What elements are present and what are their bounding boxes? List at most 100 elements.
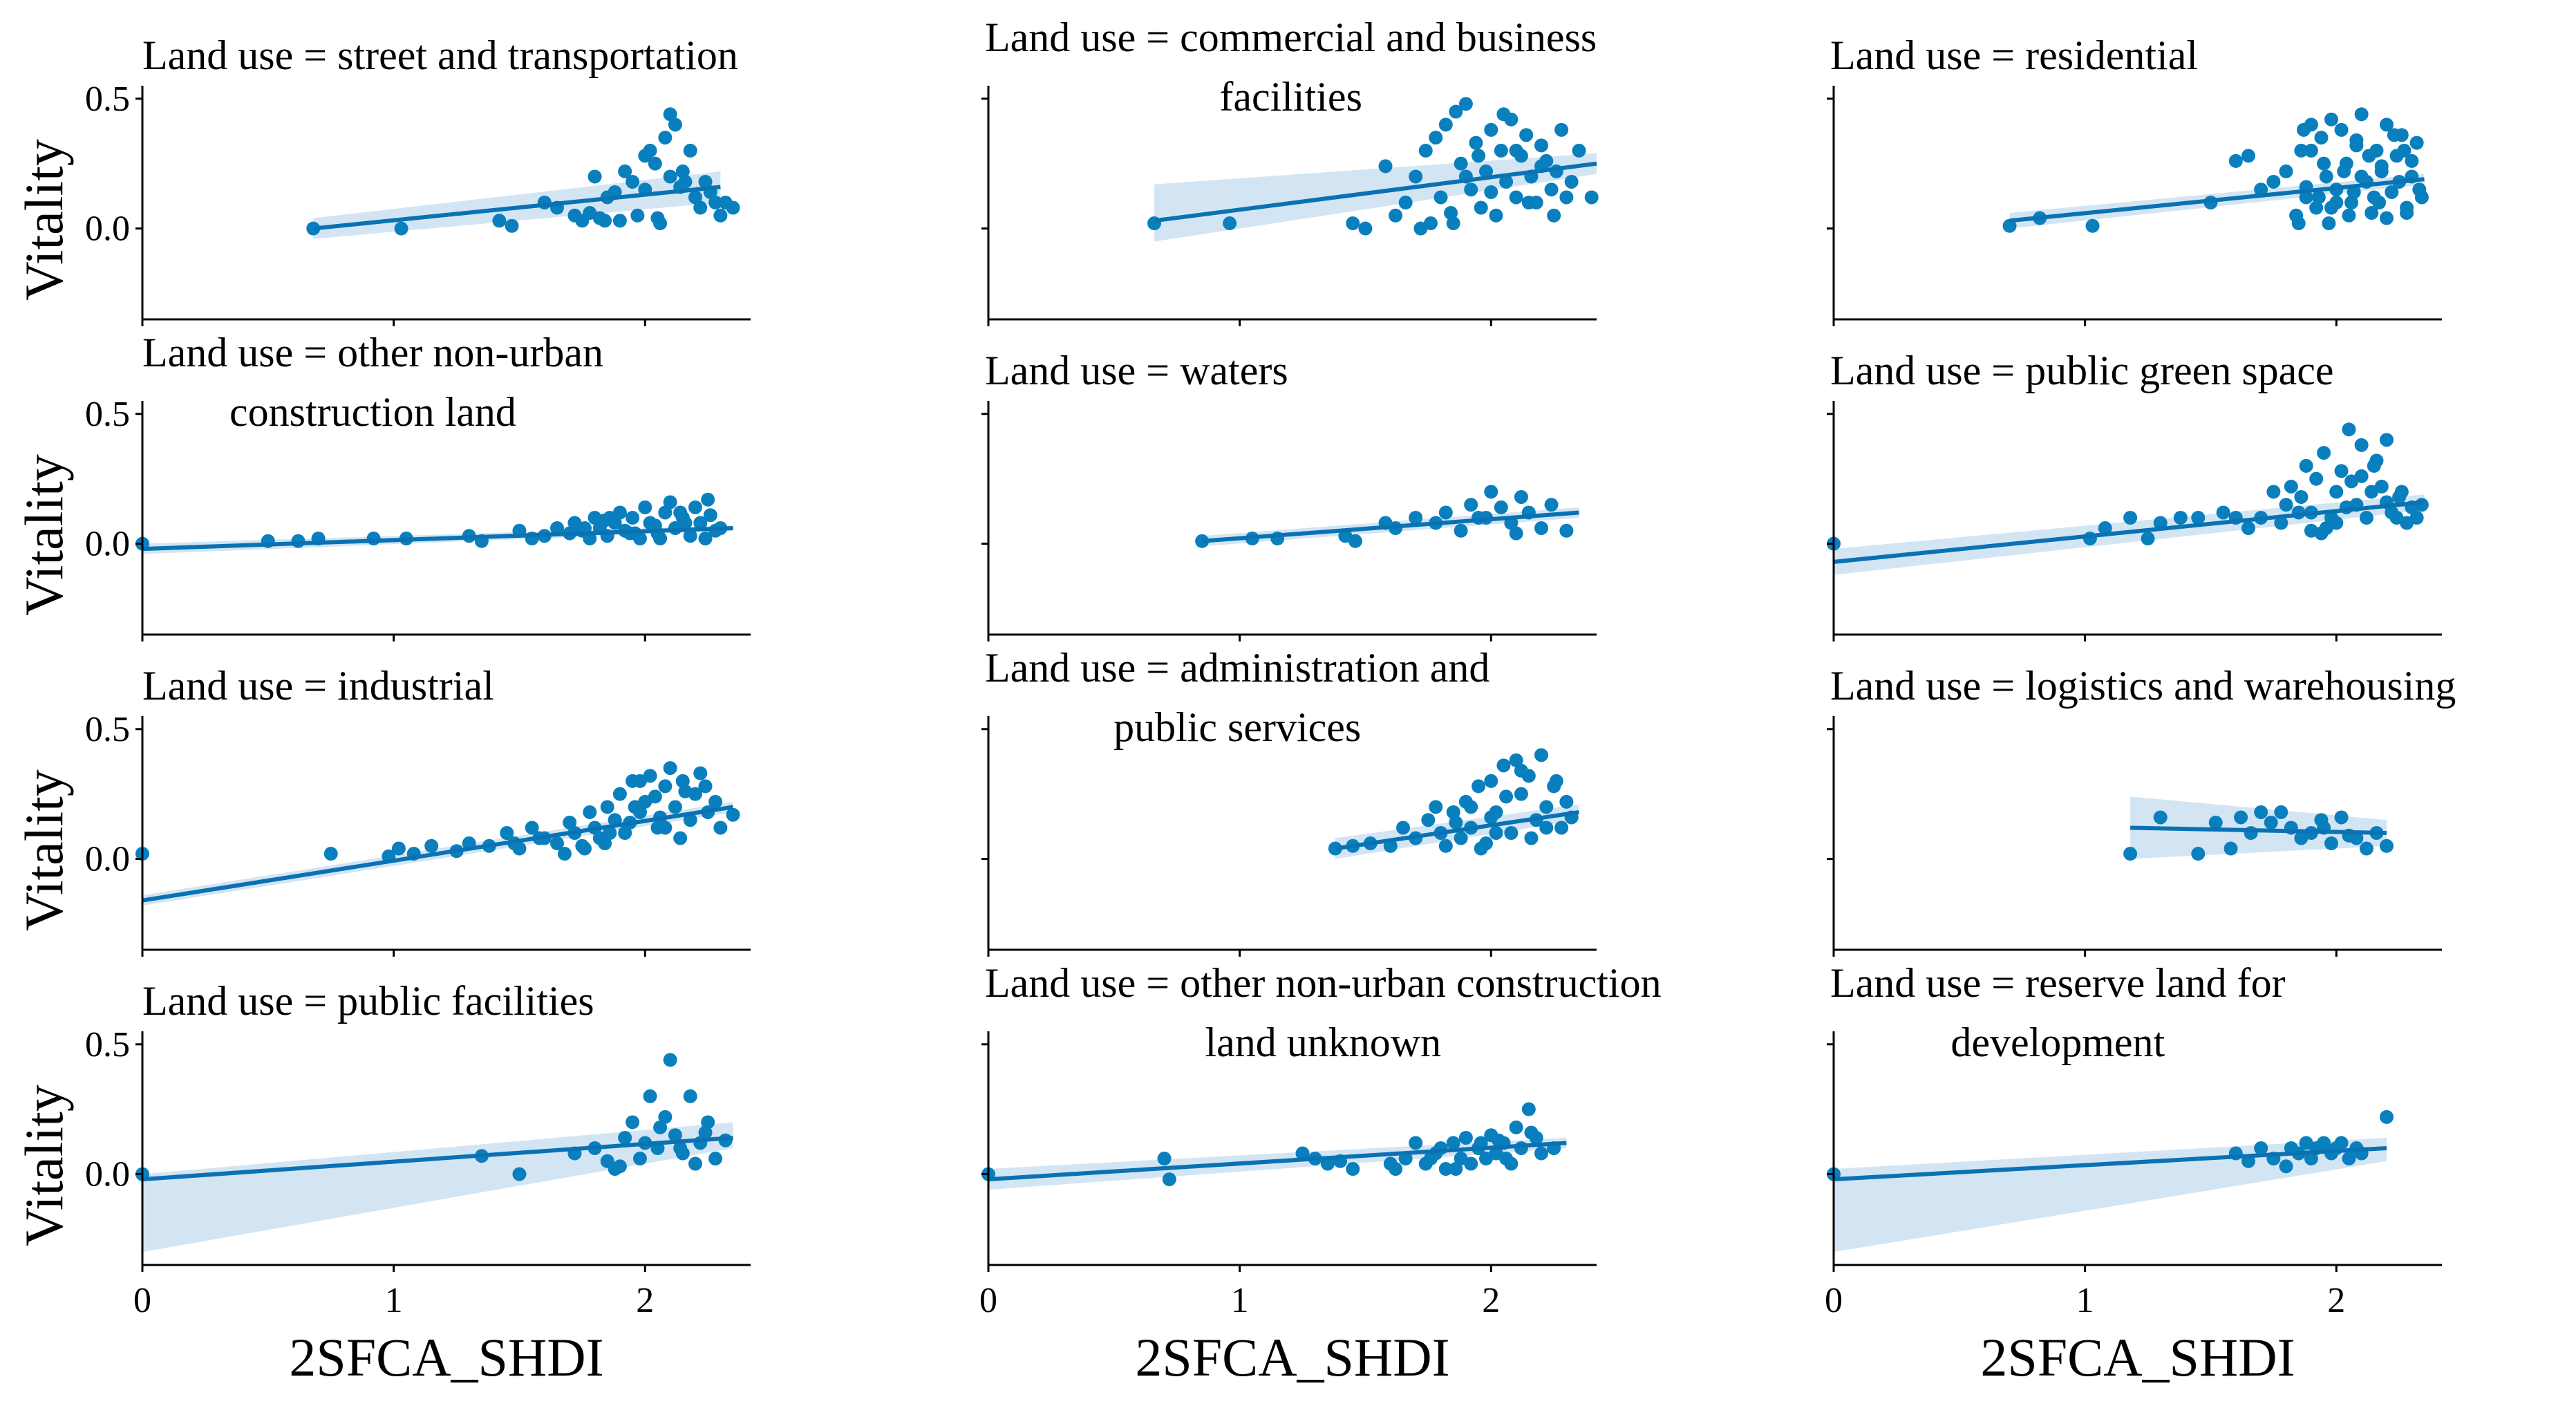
data-point — [1446, 216, 1460, 231]
data-point — [1521, 1102, 1536, 1116]
data-point — [1469, 135, 1483, 150]
regression-line — [142, 526, 733, 552]
data-point — [492, 214, 507, 228]
data-point — [698, 779, 713, 794]
panel-11: 0 1 2 Land use = other non-urban constructi… — [979, 960, 1662, 1320]
data-point — [2241, 521, 2255, 536]
data-point — [658, 779, 673, 794]
data-point — [2362, 149, 2376, 163]
data-point — [1418, 143, 1433, 158]
data-point — [2294, 143, 2309, 158]
data-point — [683, 529, 697, 543]
data-point — [1472, 149, 1486, 163]
data-point — [663, 169, 677, 184]
panel-title: Land use = industrial — [142, 663, 494, 709]
panel-title-line: Land use = reserve land for — [1830, 960, 2286, 1006]
data-point — [1499, 1152, 1514, 1166]
data-point — [2354, 107, 2369, 122]
data-point — [603, 826, 617, 840]
data-point — [583, 805, 597, 819]
data-point — [675, 774, 690, 788]
data-point — [2380, 433, 2394, 447]
data-point — [1162, 1172, 1176, 1187]
y-axis-label-row-3: Vitality — [14, 769, 74, 931]
data-point — [1509, 526, 1523, 541]
data-point — [2397, 143, 2412, 158]
panel-7: 0.5 0.0 Land use = industrial — [85, 663, 751, 957]
data-point — [2191, 847, 2206, 861]
x-tick-label: 2 — [1482, 1281, 1500, 1320]
data-point — [2291, 216, 2306, 231]
data-point — [2344, 196, 2359, 209]
data-point — [2319, 169, 2333, 184]
data-point — [653, 532, 668, 546]
data-point — [1484, 185, 1498, 199]
data-point — [1534, 521, 1548, 536]
figure-labels: 2SFCA_SHDI 2SFCA_SHDI 2SFCA_SHDI Vitalit… — [14, 139, 2295, 1387]
panel-1: 0.5 0.0 Land use = street and transportati… — [85, 32, 751, 326]
data-point — [726, 200, 740, 215]
data-point — [1539, 800, 1554, 814]
data-point — [638, 500, 652, 514]
panel-6: Land use = public green space — [1827, 348, 2442, 641]
regression-line — [1335, 809, 1579, 851]
x-tick-label: 0 — [1825, 1281, 1843, 1320]
data-point — [1472, 779, 1486, 794]
data-point — [1438, 505, 1453, 520]
data-point — [2314, 131, 2329, 145]
data-point — [1484, 774, 1498, 788]
data-point — [1484, 485, 1498, 499]
data-point — [648, 156, 662, 171]
data-point — [2141, 532, 2155, 546]
data-point — [557, 847, 572, 861]
panel-title-line: development — [1950, 1020, 2165, 1065]
data-point — [658, 131, 673, 145]
data-point — [678, 516, 693, 530]
y-tick-label: 0.0 — [85, 209, 130, 249]
data-point — [701, 1115, 715, 1130]
data-point — [1584, 190, 1599, 205]
data-point — [628, 800, 642, 814]
data-point — [2329, 516, 2344, 530]
data-point — [1389, 208, 1403, 223]
data-point — [583, 206, 597, 221]
data-point — [1446, 805, 1460, 819]
data-point — [598, 836, 612, 851]
data-point — [2191, 511, 2206, 525]
data-point — [1564, 174, 1579, 189]
y-tick-label: 0.0 — [85, 840, 130, 879]
x-axis-label-col-2: 2SFCA_SHDI — [1135, 1327, 1449, 1387]
data-point — [500, 826, 514, 840]
panel-title: Land use = administration and public serv… — [985, 645, 1489, 750]
data-point — [2342, 208, 2356, 223]
panel-title-line: land unknown — [1205, 1020, 1441, 1065]
data-point — [2324, 112, 2338, 126]
regression-line — [1201, 510, 1579, 543]
data-point — [2224, 841, 2238, 856]
y-tick-label: 0.0 — [85, 1155, 130, 1194]
data-point — [1494, 500, 1508, 514]
data-point — [578, 841, 592, 856]
data-point — [1534, 748, 1548, 762]
data-point — [1449, 815, 1463, 829]
data-point — [1514, 787, 1528, 801]
data-point — [2123, 511, 2138, 525]
data-point — [658, 1109, 673, 1124]
data-point — [1464, 498, 1478, 512]
data-point — [618, 1130, 632, 1145]
data-point — [2309, 200, 2324, 215]
data-point — [1458, 97, 1473, 111]
data-point — [658, 505, 673, 520]
data-point — [505, 218, 519, 233]
data-point — [1509, 190, 1523, 205]
data-point — [1519, 128, 1534, 142]
data-point — [1499, 789, 1514, 804]
data-point — [643, 1089, 657, 1103]
data-point — [2365, 485, 2379, 499]
data-point — [1346, 1162, 1360, 1177]
data-point — [713, 821, 728, 835]
data-point — [1534, 138, 1548, 153]
data-point — [1494, 143, 1508, 158]
data-point — [1409, 1136, 1423, 1150]
data-point — [630, 208, 645, 223]
